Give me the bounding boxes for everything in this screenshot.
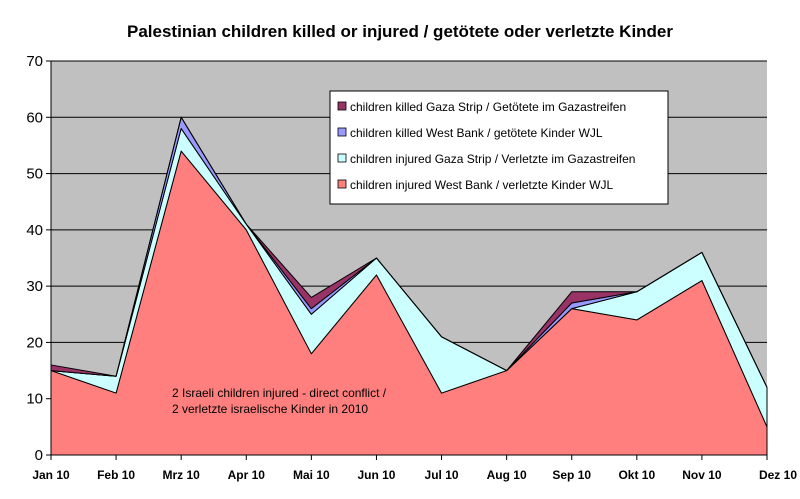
x-tick-label: Okt 10 bbox=[618, 468, 655, 482]
x-axis-ticks: Jan 10 Feb 10 Mrz 10 Apr 10 Mai 10 Jun 10 Jul … bbox=[32, 455, 797, 482]
chart-title: Palestinian children killed or injured /… bbox=[127, 22, 673, 41]
x-tick-label: Jun 10 bbox=[357, 468, 395, 482]
y-tick-label: 40 bbox=[26, 222, 43, 239]
x-tick-label: Mrz 10 bbox=[163, 468, 201, 482]
annotation-line-1: 2 Israeli children injured - direct conf… bbox=[172, 386, 387, 400]
legend: children killed Gaza Strip / Getötete im… bbox=[329, 90, 669, 205]
legend-label: children killed West Bank / getötete Kin… bbox=[350, 126, 603, 140]
legend-swatch bbox=[337, 179, 347, 189]
y-tick-label: 0 bbox=[35, 447, 43, 464]
area-series bbox=[50, 116, 768, 456]
axes bbox=[50, 61, 767, 456]
x-tick-label: Jan 10 bbox=[32, 468, 70, 482]
y-tick-label: 10 bbox=[26, 391, 43, 408]
area-series-3 bbox=[50, 116, 768, 388]
legend-swatch bbox=[337, 127, 347, 137]
legend-label: children killed Gaza Strip / Getötete im… bbox=[350, 100, 626, 114]
legend-swatch bbox=[337, 101, 347, 111]
y-tick-label: 20 bbox=[26, 334, 43, 351]
annotation-line-2: 2 verletzte israelische Kinder in 2010 bbox=[172, 402, 368, 416]
y-tick-label: 30 bbox=[26, 278, 43, 295]
x-tick-label: Nov 10 bbox=[682, 468, 722, 482]
legend-label: children injured West Bank / verletzte K… bbox=[350, 178, 614, 192]
legend-box bbox=[329, 90, 669, 205]
legend-swatch bbox=[337, 153, 347, 163]
x-tick-label: Mai 10 bbox=[293, 468, 330, 482]
x-tick-label: Sep 10 bbox=[552, 468, 591, 482]
x-tick-label: Dez 10 bbox=[759, 468, 797, 482]
y-axis-ticks: 0 10 20 30 40 50 60 70 bbox=[26, 53, 51, 464]
y-tick-label: 50 bbox=[26, 166, 43, 183]
y-tick-label: 70 bbox=[26, 53, 43, 70]
x-tick-label: Apr 10 bbox=[228, 468, 266, 482]
x-tick-label: Aug 10 bbox=[487, 468, 527, 482]
legend-label: children injured Gaza Strip / Verletzte … bbox=[350, 152, 635, 166]
x-tick-label: Jul 10 bbox=[425, 468, 459, 482]
y-tick-label: 60 bbox=[26, 109, 43, 126]
x-tick-label: Feb 10 bbox=[97, 468, 135, 482]
